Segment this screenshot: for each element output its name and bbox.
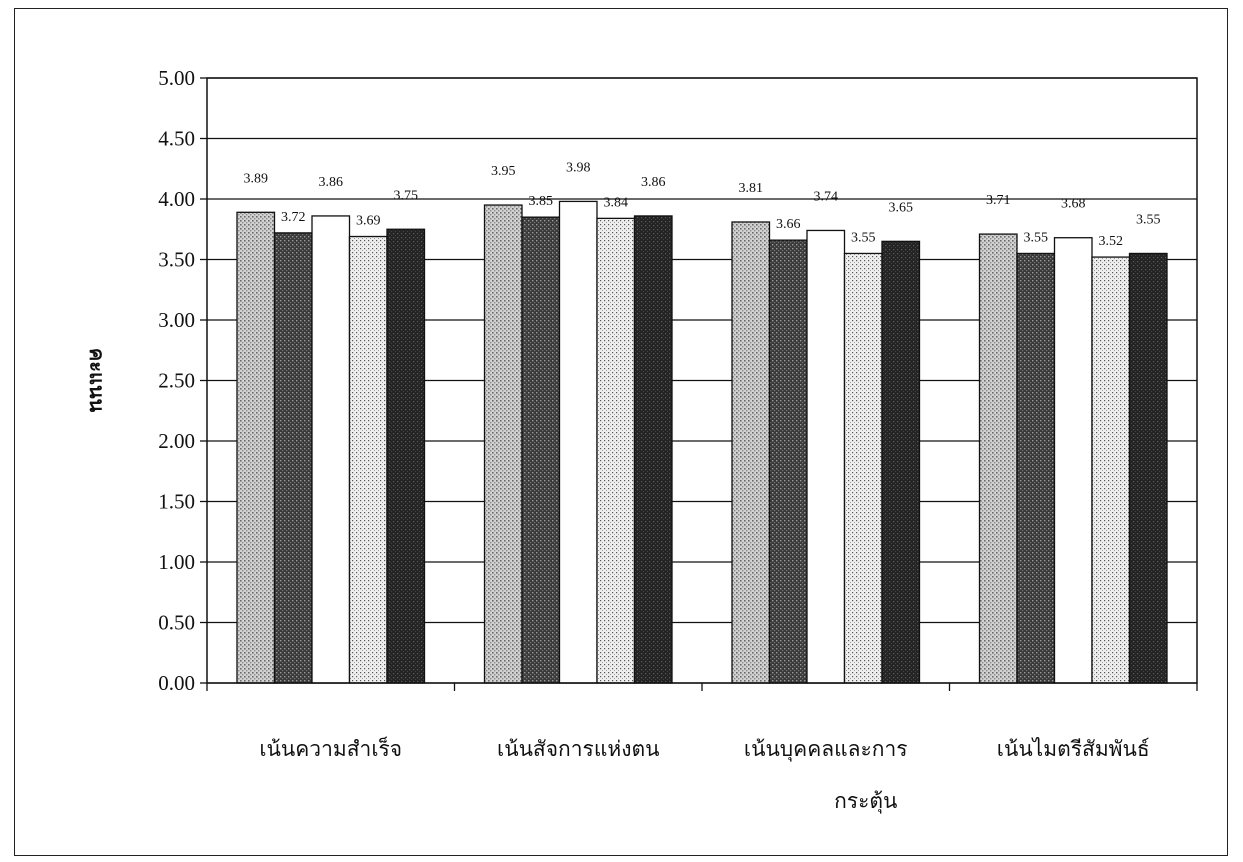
category-label: เน้นไมตรีสัมพันธ์ bbox=[997, 737, 1150, 761]
y-axis-title: คะแนน bbox=[85, 348, 109, 413]
bar bbox=[521, 216, 561, 684]
bar bbox=[1016, 252, 1056, 684]
bar-value-label: 3.95 bbox=[491, 164, 516, 179]
y-tick-label: 5.00 bbox=[158, 66, 195, 90]
bar-value-label: 3.55 bbox=[1024, 230, 1049, 245]
bar bbox=[273, 232, 313, 684]
bar-value-label: 3.71 bbox=[986, 193, 1011, 208]
bar bbox=[768, 239, 808, 684]
bar-value-label: 3.65 bbox=[889, 200, 914, 215]
bar-value-label: 3.75 bbox=[394, 188, 419, 203]
bar-value-label: 3.68 bbox=[1061, 197, 1086, 212]
category-label: เน้นความสำเร็จ bbox=[259, 735, 402, 761]
bar-value-label: 3.66 bbox=[776, 217, 801, 232]
y-tick-label: 4.50 bbox=[158, 127, 195, 151]
bar bbox=[731, 221, 771, 684]
bar-value-label: 3.85 bbox=[529, 194, 554, 209]
labels: 0.00 0.50 1.00 1.50 2.00 2.50 3.00 3.50 4.00 4.50… bbox=[158, 66, 1160, 814]
bar bbox=[881, 240, 921, 684]
bar bbox=[978, 233, 1018, 684]
bar-value-label: 3.69 bbox=[356, 214, 381, 229]
y-tick-label: 2.50 bbox=[158, 369, 195, 393]
bar bbox=[596, 217, 636, 684]
bar-value-label: 3.52 bbox=[1099, 234, 1124, 249]
bar bbox=[483, 204, 523, 684]
bar-value-label: 3.55 bbox=[851, 230, 876, 245]
bar bbox=[311, 215, 351, 684]
y-tick-label: 0.00 bbox=[158, 671, 195, 695]
bar-value-label: 3.55 bbox=[1136, 212, 1161, 227]
bar bbox=[1053, 237, 1093, 684]
bar bbox=[348, 235, 388, 684]
bar bbox=[843, 252, 883, 684]
y-tick-label: 2.00 bbox=[158, 429, 195, 453]
bar-value-label: 3.86 bbox=[319, 175, 344, 190]
axes bbox=[200, 77, 1198, 691]
category-label: กระตุ้น bbox=[834, 789, 897, 814]
bar-value-label: 3.74 bbox=[814, 189, 839, 204]
bar bbox=[806, 229, 846, 684]
bar bbox=[1128, 252, 1168, 684]
category-label: เน้นบุคคลและการ bbox=[744, 737, 908, 762]
bar-value-label: 3.98 bbox=[566, 160, 591, 175]
y-tick-label: 1.50 bbox=[158, 490, 195, 514]
y-tick-label: 4.00 bbox=[158, 187, 195, 211]
bar-value-label: 3.86 bbox=[641, 175, 666, 190]
bar bbox=[236, 211, 276, 684]
bar bbox=[386, 228, 426, 684]
category-label: เน้นสัจการแห่งตน bbox=[497, 737, 659, 761]
bar-value-label: 3.89 bbox=[244, 171, 269, 186]
y-tick-label: 3.50 bbox=[158, 248, 195, 272]
bar-value-label: 3.72 bbox=[281, 210, 306, 225]
bar bbox=[558, 200, 598, 684]
bar bbox=[633, 215, 673, 684]
y-tick-label: 0.50 bbox=[158, 611, 195, 635]
bar bbox=[1091, 256, 1131, 684]
bars bbox=[236, 200, 1168, 684]
bar-value-label: 3.81 bbox=[739, 181, 764, 196]
y-tick-label: 1.00 bbox=[158, 550, 195, 574]
bar-value-label: 3.84 bbox=[604, 195, 629, 210]
y-tick-label: 3.00 bbox=[158, 308, 195, 332]
